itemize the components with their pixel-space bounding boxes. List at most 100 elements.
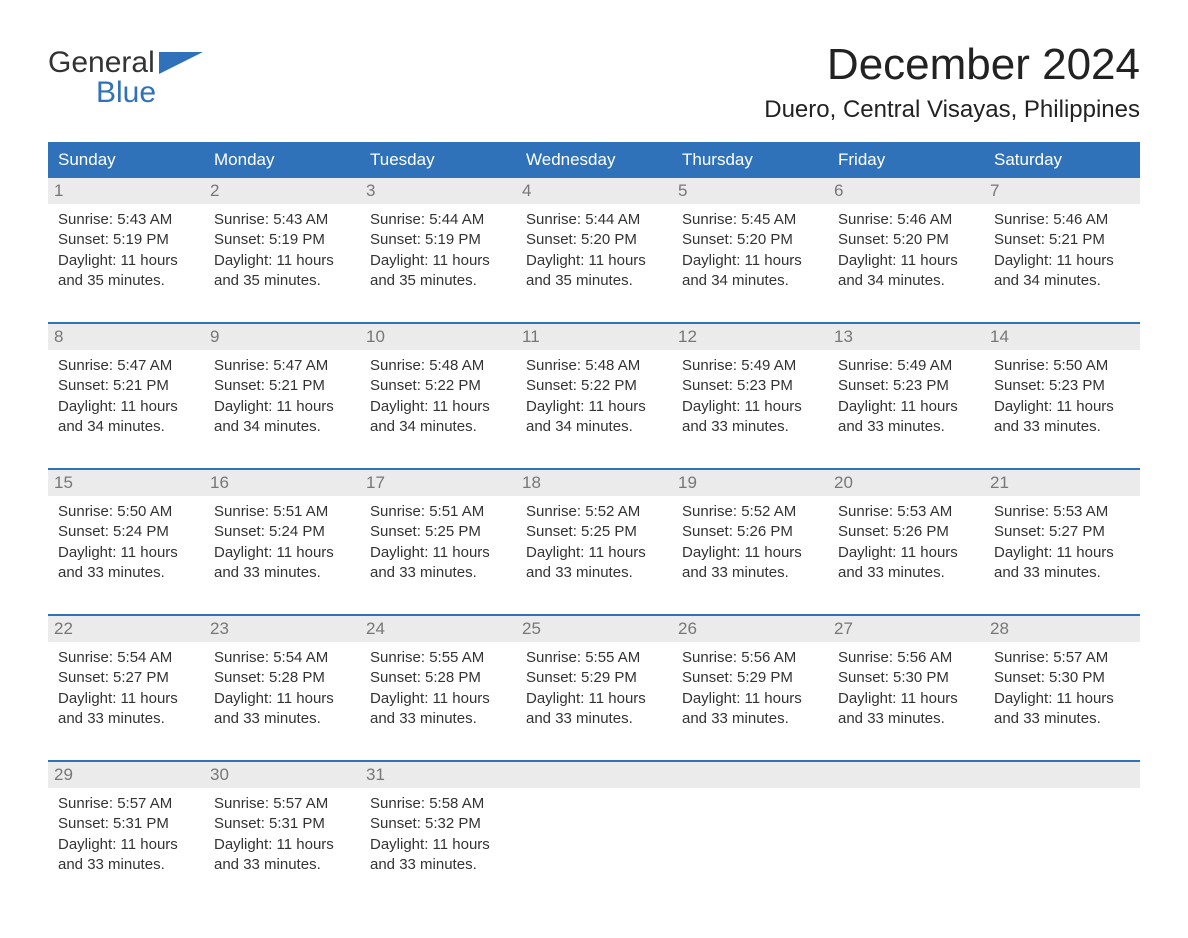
sunset-text: Sunset: 5:25 PM bbox=[370, 522, 506, 542]
weekday-wednesday: Wednesday bbox=[516, 142, 672, 178]
day-cell: 24Sunrise: 5:55 AMSunset: 5:28 PMDayligh… bbox=[360, 616, 516, 744]
sunrise-text: Sunrise: 5:44 AM bbox=[526, 210, 662, 230]
dl2-text: and 35 minutes. bbox=[58, 271, 194, 291]
day-cell: 4Sunrise: 5:44 AMSunset: 5:20 PMDaylight… bbox=[516, 178, 672, 306]
day-cell: 25 Sunrise: 5:55 AMSunset: 5:29 PMDayligh… bbox=[516, 616, 672, 744]
sunset-text: Sunset: 5:23 PM bbox=[994, 376, 1130, 396]
sunrise-text: Sunrise: 5:44 AM bbox=[370, 210, 506, 230]
day-cell: 10Sunrise: 5:48 AMSunset: 5:22 PMDayligh… bbox=[360, 324, 516, 452]
brand-line1: General bbox=[48, 48, 155, 78]
sunset-text: Sunset: 5:20 PM bbox=[838, 230, 974, 250]
dl1-text: Daylight: 11 hours bbox=[58, 835, 194, 855]
day-cell: 22Sunrise: 5:54 AMSunset: 5:27 PMDayligh… bbox=[48, 616, 204, 744]
day-number: 10 bbox=[360, 324, 516, 350]
day-info: Sunrise: 5:52 AMSunset: 5:25 PMDaylight:… bbox=[526, 502, 662, 583]
day-cell: 19Sunrise: 5:52 AMSunset: 5:26 PMDayligh… bbox=[672, 470, 828, 598]
day-info: Sunrise: 5:46 AMSunset: 5:20 PMDaylight:… bbox=[838, 210, 974, 291]
day-cell: 26Sunrise: 5:56 AMSunset: 5:29 PMDayligh… bbox=[672, 616, 828, 744]
sunrise-text: Sunrise: 5:50 AM bbox=[994, 356, 1130, 376]
sunrise-text: Sunrise: 5:45 AM bbox=[682, 210, 818, 230]
day-number: 15 bbox=[48, 470, 204, 496]
sunset-text: Sunset: 5:21 PM bbox=[58, 376, 194, 396]
week-row: 15Sunrise: 5:50 AMSunset: 5:24 PMDayligh… bbox=[48, 468, 1140, 598]
dl1-text: Daylight: 11 hours bbox=[682, 543, 818, 563]
weekday-saturday: Saturday bbox=[984, 142, 1140, 178]
dl2-text: and 33 minutes. bbox=[214, 855, 350, 875]
weekday-monday: Monday bbox=[204, 142, 360, 178]
day-info: Sunrise: 5:55 AMSunset: 5:29 PMDaylight:… bbox=[526, 648, 662, 729]
dl2-text: and 34 minutes. bbox=[994, 271, 1130, 291]
dl1-text: Daylight: 11 hours bbox=[838, 397, 974, 417]
day-number: 21 bbox=[984, 470, 1140, 496]
sunset-text: Sunset: 5:29 PM bbox=[682, 668, 818, 688]
sunset-text: Sunset: 5:28 PM bbox=[370, 668, 506, 688]
sunrise-text: Sunrise: 5:47 AM bbox=[214, 356, 350, 376]
dl1-text: Daylight: 11 hours bbox=[370, 543, 506, 563]
sunset-text: Sunset: 5:23 PM bbox=[682, 376, 818, 396]
day-number: 25 bbox=[516, 616, 672, 642]
sunset-text: Sunset: 5:31 PM bbox=[214, 814, 350, 834]
day-info: Sunrise: 5:51 AMSunset: 5:24 PMDaylight:… bbox=[214, 502, 350, 583]
sunset-text: Sunset: 5:19 PM bbox=[58, 230, 194, 250]
day-number: 7 bbox=[984, 178, 1140, 204]
sunset-text: Sunset: 5:28 PM bbox=[214, 668, 350, 688]
dl2-text: and 33 minutes. bbox=[370, 855, 506, 875]
day-number: 30 bbox=[204, 762, 360, 788]
day-info: Sunrise: 5:49 AMSunset: 5:23 PMDaylight:… bbox=[682, 356, 818, 437]
dl2-text: and 33 minutes. bbox=[838, 709, 974, 729]
dl2-text: and 34 minutes. bbox=[682, 271, 818, 291]
dl2-text: and 33 minutes. bbox=[994, 709, 1130, 729]
week-row: 1Sunrise: 5:43 AMSunset: 5:19 PMDaylight… bbox=[48, 178, 1140, 306]
sunset-text: Sunset: 5:22 PM bbox=[526, 376, 662, 396]
day-number: 19 bbox=[672, 470, 828, 496]
dl1-text: Daylight: 11 hours bbox=[994, 397, 1130, 417]
day-cell: 7 Sunrise: 5:46 AMSunset: 5:21 PMDaylight… bbox=[984, 178, 1140, 306]
sunrise-text: Sunrise: 5:49 AM bbox=[838, 356, 974, 376]
dl2-text: and 33 minutes. bbox=[526, 563, 662, 583]
sunrise-text: Sunrise: 5:55 AM bbox=[370, 648, 506, 668]
sunset-text: Sunset: 5:30 PM bbox=[994, 668, 1130, 688]
day-cell: 9Sunrise: 5:47 AMSunset: 5:21 PMDaylight… bbox=[204, 324, 360, 452]
week-row: 8Sunrise: 5:47 AMSunset: 5:21 PMDaylight… bbox=[48, 322, 1140, 452]
calendar: Sunday Monday Tuesday Wednesday Thursday… bbox=[48, 142, 1140, 890]
dl2-text: and 33 minutes. bbox=[682, 709, 818, 729]
dl1-text: Daylight: 11 hours bbox=[994, 543, 1130, 563]
sunset-text: Sunset: 5:32 PM bbox=[370, 814, 506, 834]
dl2-text: and 33 minutes. bbox=[526, 709, 662, 729]
day-number: 28 bbox=[984, 616, 1140, 642]
day-cell: 17Sunrise: 5:51 AMSunset: 5:25 PMDayligh… bbox=[360, 470, 516, 598]
sunset-text: Sunset: 5:20 PM bbox=[682, 230, 818, 250]
weeks-container: 1Sunrise: 5:43 AMSunset: 5:19 PMDaylight… bbox=[48, 178, 1140, 890]
dl1-text: Daylight: 11 hours bbox=[214, 251, 350, 271]
sunrise-text: Sunrise: 5:52 AM bbox=[526, 502, 662, 522]
day-info: Sunrise: 5:56 AMSunset: 5:30 PMDaylight:… bbox=[838, 648, 974, 729]
day-number bbox=[828, 762, 984, 788]
day-number: 2 bbox=[204, 178, 360, 204]
day-number: 18 bbox=[516, 470, 672, 496]
day-info: Sunrise: 5:44 AMSunset: 5:19 PMDaylight:… bbox=[370, 210, 506, 291]
dl1-text: Daylight: 11 hours bbox=[838, 689, 974, 709]
sunrise-text: Sunrise: 5:50 AM bbox=[58, 502, 194, 522]
day-info: Sunrise: 5:43 AMSunset: 5:19 PMDaylight:… bbox=[214, 210, 350, 291]
day-cell: 1Sunrise: 5:43 AMSunset: 5:19 PMDaylight… bbox=[48, 178, 204, 306]
day-number: 9 bbox=[204, 324, 360, 350]
sunrise-text: Sunrise: 5:43 AM bbox=[58, 210, 194, 230]
day-cell: 11Sunrise: 5:48 AMSunset: 5:22 PMDayligh… bbox=[516, 324, 672, 452]
dl2-text: and 34 minutes. bbox=[370, 417, 506, 437]
dl1-text: Daylight: 11 hours bbox=[214, 543, 350, 563]
dl1-text: Daylight: 11 hours bbox=[994, 251, 1130, 271]
dl2-text: and 34 minutes. bbox=[58, 417, 194, 437]
day-cell: 6Sunrise: 5:46 AMSunset: 5:20 PMDaylight… bbox=[828, 178, 984, 306]
sunset-text: Sunset: 5:27 PM bbox=[994, 522, 1130, 542]
day-info: Sunrise: 5:46 AMSunset: 5:21 PMDaylight:… bbox=[994, 210, 1130, 291]
day-info: Sunrise: 5:48 AMSunset: 5:22 PMDaylight:… bbox=[526, 356, 662, 437]
dl2-text: and 33 minutes. bbox=[838, 417, 974, 437]
day-cell: 20Sunrise: 5:53 AMSunset: 5:26 PMDayligh… bbox=[828, 470, 984, 598]
day-cell: 15Sunrise: 5:50 AMSunset: 5:24 PMDayligh… bbox=[48, 470, 204, 598]
sunrise-text: Sunrise: 5:48 AM bbox=[526, 356, 662, 376]
sunrise-text: Sunrise: 5:54 AM bbox=[58, 648, 194, 668]
dl1-text: Daylight: 11 hours bbox=[994, 689, 1130, 709]
weekday-tuesday: Tuesday bbox=[360, 142, 516, 178]
dl2-text: and 33 minutes. bbox=[682, 417, 818, 437]
day-cell: 30Sunrise: 5:57 AMSunset: 5:31 PMDayligh… bbox=[204, 762, 360, 890]
